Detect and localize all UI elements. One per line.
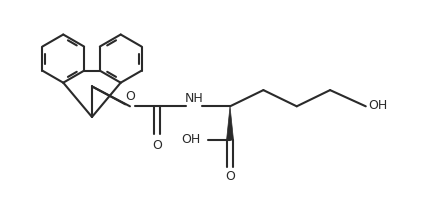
- Text: O: O: [152, 139, 162, 152]
- Text: O: O: [125, 90, 135, 103]
- Text: OH: OH: [181, 133, 201, 146]
- Text: OH: OH: [368, 99, 388, 112]
- Polygon shape: [227, 106, 233, 140]
- Text: O: O: [225, 170, 235, 183]
- Text: NH: NH: [185, 92, 203, 105]
